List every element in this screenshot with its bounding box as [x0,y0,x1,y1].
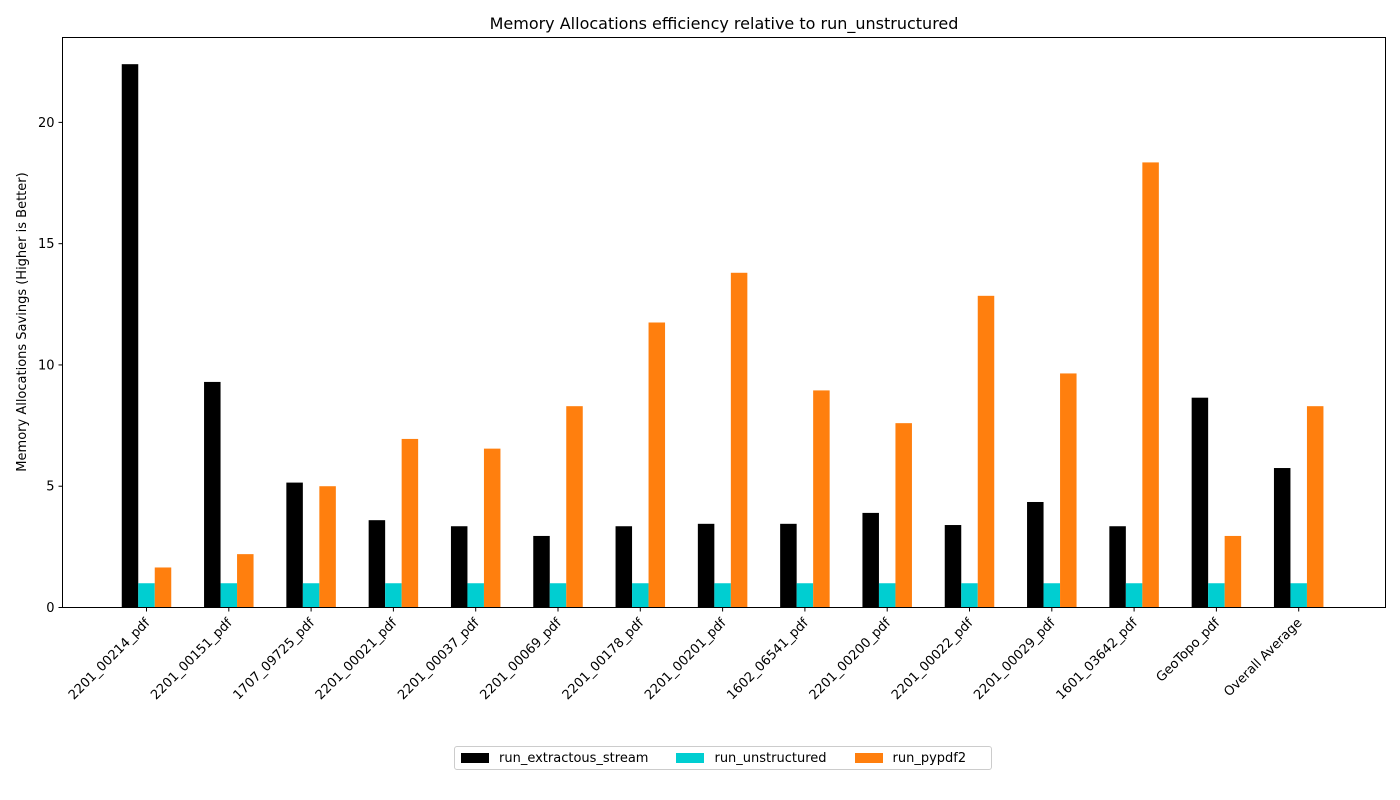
bar-run_pypdf2-2201_00021_pdf [401,438,419,608]
bar-run_extractous_stream-1707_09725_pdf [286,482,303,608]
bar-run_unstructured-1602_06541_pdf [796,583,814,608]
x-tick-label: 2201_00029_pdf [971,615,1059,703]
bar-run_extractous_stream-1601_03642_pdf [1109,526,1126,608]
bar-run_unstructured-1601_03642_pdf [1125,583,1143,608]
bar-run_extractous_stream-2201_00200_pdf [862,512,879,608]
bar-run_unstructured-2201_00214_pdf [138,583,155,608]
bar-run_pypdf2-1707_09725_pdf [319,486,336,608]
legend-swatch-pypdf2 [854,753,883,763]
bar-run_unstructured-2201_00029_pdf [1043,583,1061,608]
x-tick-label: 1707_09725_pdf [231,615,319,703]
bar-run_extractous_stream-2201_00029_pdf [1027,501,1044,608]
bar-run_extractous_stream-GeoTopo_pdf [1191,397,1209,608]
x-tick-label: Overall Average [1221,616,1305,700]
x-tick-label: 2201_00200_pdf [807,615,895,703]
bars-group [121,64,1324,608]
bar-run_pypdf2-2201_00037_pdf [483,448,501,608]
legend-label-pypdf2: run_pypdf2 [892,750,967,766]
y-tick-label: 15 [38,237,55,252]
y-tick-label: 10 [38,358,55,373]
x-tick-label: 2201_00178_pdf [560,615,648,703]
legend-label-extractous: run_extractous_stream [499,750,649,766]
bar-run_unstructured-2201_00021_pdf [385,583,402,608]
x-ticks-group: 2201_00214_pdf2201_00151_pdf1707_09725_p… [66,607,1306,703]
bar-run_extractous_stream-2201_00069_pdf [533,535,550,608]
x-tick-label: 2201_00069_pdf [477,615,565,703]
x-tick-label: 2201_00201_pdf [642,615,730,703]
legend-item-unstructured: run_unstructured [676,750,827,766]
y-tick-label: 0 [46,601,54,616]
bar-run_extractous_stream-2201_00214_pdf [121,64,139,608]
x-tick-label: 2201_00151_pdf [148,615,236,703]
x-tick-label: 2201_00021_pdf [313,615,401,703]
bar-run_pypdf2-Overall-Average [1306,406,1324,608]
bar-run_pypdf2-2201_00069_pdf [566,406,583,608]
legend-label-unstructured: run_unstructured [714,750,827,766]
bar-run_pypdf2-2201_00029_pdf [1060,373,1077,608]
legend-swatch-extractous [461,753,489,763]
bar-run_extractous_stream-2201_00021_pdf [368,520,386,608]
bar-run_pypdf2-2201_00214_pdf [154,567,172,608]
bar-run_unstructured-Overall-Average [1290,583,1307,608]
bar-run_pypdf2-1601_03642_pdf [1142,162,1159,608]
bar-run_pypdf2-2201_00201_pdf [730,272,748,608]
bar-run_extractous_stream-2201_00037_pdf [450,526,468,608]
bar-run_extractous_stream-2201_00022_pdf [944,525,962,608]
bar-run_pypdf2-2201_00022_pdf [977,295,995,608]
x-tick-label: GeoTopo_pdf [1154,615,1224,685]
x-tick-label: 2201_00037_pdf [395,615,483,703]
bar-run_pypdf2-2201_00151_pdf [237,554,254,608]
y-tick-label: 5 [46,480,54,495]
bar-run_unstructured-2201_00037_pdf [467,583,484,608]
y-ticks-group: 0 5 10 15 20 [38,116,63,616]
bar-run_extractous_stream-2201_00151_pdf [204,381,221,608]
legend-item-pypdf2: run_pypdf2 [854,750,967,766]
legend-swatch-unstructured [676,753,705,763]
bar-run_extractous_stream-2201_00201_pdf [697,523,715,608]
bar-run_unstructured-2201_00022_pdf [961,583,978,608]
bar-run_unstructured-2201_00201_pdf [714,583,731,608]
bar-run_pypdf2-2201_00200_pdf [895,423,912,608]
plot-frame [62,37,1386,608]
x-tick-label: 1601_03642_pdf [1054,615,1142,703]
x-tick-label: 1602_06541_pdf [724,615,812,703]
bar-run_unstructured-2201_00178_pdf [632,583,649,608]
legend-item-extractous: run_extractous_stream [461,751,648,766]
bar-run_unstructured-2201_00151_pdf [220,583,238,608]
x-tick-label: 2201_00022_pdf [889,615,977,703]
legend: run_extractous_stream run_unstructured r… [454,746,992,770]
x-tick-label: 2201_00214_pdf [66,615,154,703]
bar-run_extractous_stream-1602_06541_pdf [780,523,797,608]
bar-run_pypdf2-2201_00178_pdf [648,322,666,608]
bar-run_unstructured-2201_00069_pdf [549,583,567,608]
bar-run_unstructured-GeoTopo_pdf [1208,583,1225,608]
bar-run_extractous_stream-Overall-Average [1273,468,1291,608]
bar-run_extractous_stream-2201_00178_pdf [615,526,633,608]
y-axis-label: Memory Allocations Savings (Higher is Be… [15,172,30,471]
y-tick-label: 20 [38,116,55,131]
bar-run_pypdf2-GeoTopo_pdf [1224,535,1242,608]
bar-run_unstructured-1707_09725_pdf [302,583,320,608]
bar-run_pypdf2-1602_06541_pdf [813,390,830,608]
bar-run_unstructured-2201_00200_pdf [878,583,896,608]
chart-title: Memory Allocations efficiency relative t… [490,14,959,34]
